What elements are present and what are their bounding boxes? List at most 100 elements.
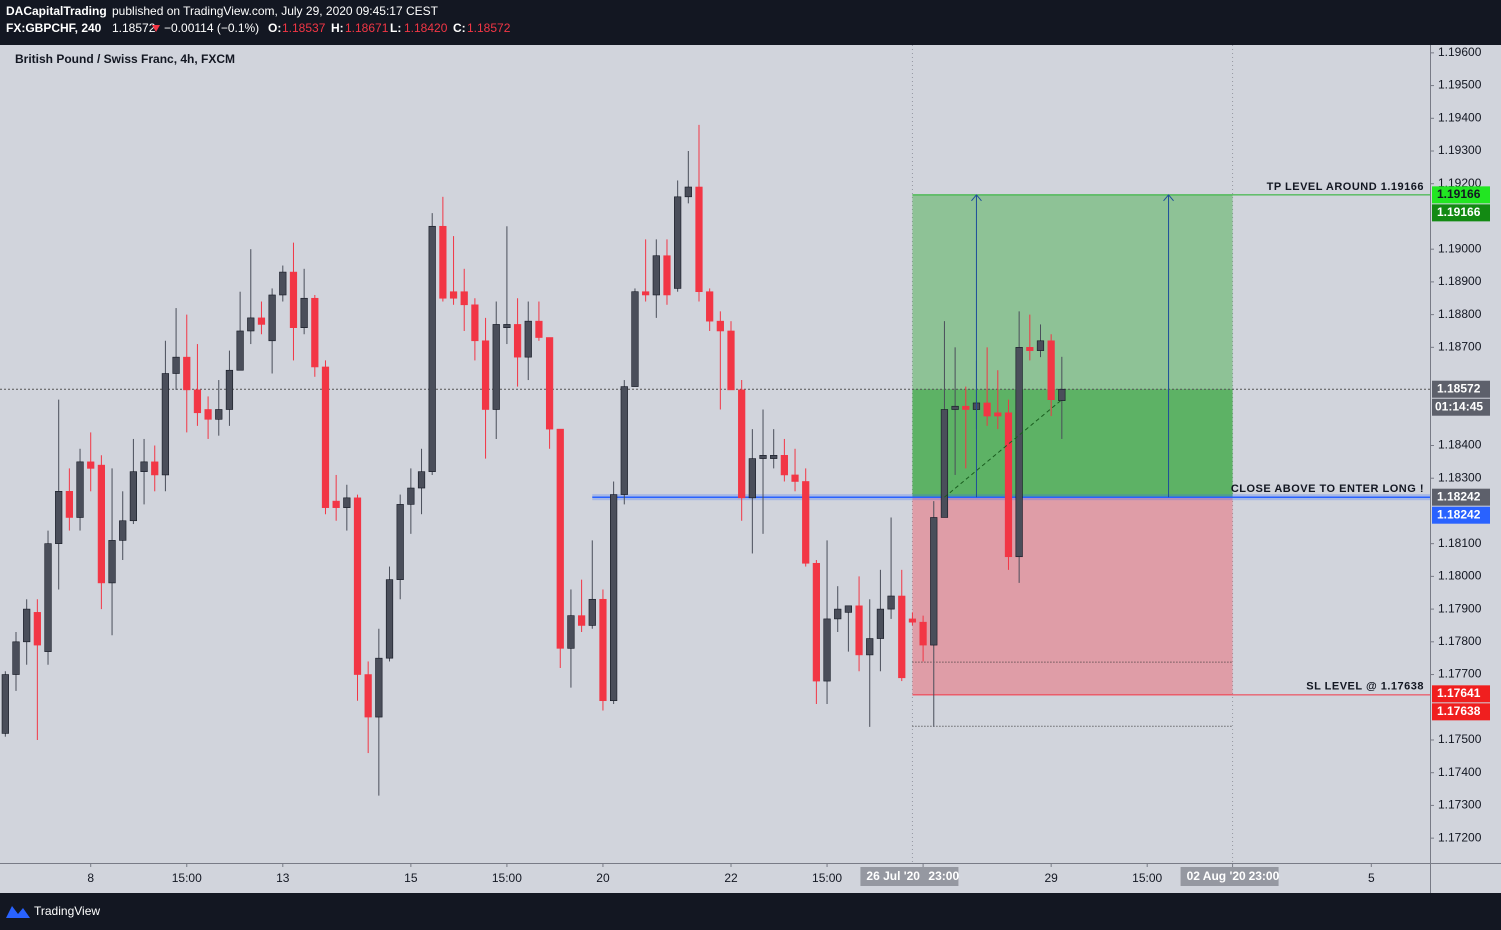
candle-body [503, 324, 511, 329]
x-tick-label: 22 [724, 871, 738, 885]
y-tick-label: 1.18300 [1438, 470, 1482, 484]
candle-body [791, 474, 799, 482]
x-tick-label: 15:00 [492, 871, 522, 885]
x-tick-label: 15:00 [812, 871, 842, 885]
candle-body [577, 615, 586, 626]
ohlc-key: C: [453, 21, 466, 35]
candle-body [951, 405, 959, 410]
price-label-box [1432, 488, 1490, 506]
candle-body [930, 517, 938, 646]
candle-body [215, 409, 223, 420]
ohlc-value: 1.18420 [404, 21, 448, 35]
candle-body [844, 605, 853, 613]
annotation: TP LEVEL AROUND 1.19166 [1267, 181, 1424, 193]
ohlc-key: O: [268, 21, 281, 35]
candle-body [983, 402, 991, 417]
brand: TradingView [34, 904, 100, 918]
y-tick-label: 1.19500 [1438, 78, 1482, 92]
logo-icon [6, 906, 30, 918]
x-tick-label: 13 [276, 871, 290, 885]
candle-body [375, 657, 383, 718]
publisher: DACapitalTrading [6, 4, 107, 18]
candle-body [183, 356, 191, 391]
y-tick-label: 1.17800 [1438, 634, 1482, 648]
candle-body [343, 497, 351, 508]
candle-body [631, 291, 639, 387]
ohlc-value: 1.18572 [467, 21, 511, 35]
y-tick-label: 1.17400 [1438, 765, 1482, 779]
candle-body [151, 461, 159, 476]
candle-body [599, 598, 607, 702]
x-tick-label: 29 [1044, 871, 1058, 885]
candle-body [417, 471, 426, 489]
candle-body [802, 481, 810, 564]
price-label: 1.18242 [1437, 489, 1481, 503]
candle-body [129, 471, 138, 522]
candle-body [279, 271, 287, 296]
candle-body [962, 405, 970, 410]
arrow-head [1163, 194, 1174, 202]
header-bar [0, 0, 1501, 45]
candle-body [876, 608, 885, 639]
ohlc-value: 1.18537 [282, 21, 326, 35]
candle-body [535, 320, 543, 338]
candle-body [716, 320, 724, 332]
price-label: 1.18242 [1437, 507, 1481, 521]
candle-body [940, 409, 949, 518]
candle-body [481, 340, 490, 410]
candle-body [855, 605, 863, 656]
candle-body [812, 562, 820, 682]
price-label-box [1432, 703, 1490, 721]
candle-body [1058, 388, 1066, 401]
time-marker-time: 23:00 [1249, 869, 1280, 883]
candle-body [770, 455, 778, 459]
candle-body [193, 389, 202, 414]
candle-body [908, 618, 917, 623]
arrow-head [971, 194, 982, 202]
candle-body [449, 291, 458, 299]
y-tick-label: 1.17500 [1438, 732, 1482, 746]
footer-bar [0, 893, 1501, 930]
ohlc-key: H: [331, 21, 344, 35]
candle-body [1015, 347, 1023, 558]
candle-body [407, 487, 415, 505]
candle-body [866, 638, 874, 656]
candle-body [353, 497, 362, 675]
candle-body [76, 461, 84, 518]
candle-body [898, 595, 906, 679]
candle-body [1026, 347, 1034, 351]
price-label: 1.18572 [1437, 381, 1481, 395]
countdown: 01:14:45 [1435, 399, 1483, 413]
y-tick-label: 1.18900 [1438, 274, 1482, 288]
candle-body [332, 500, 340, 508]
candle-body [748, 458, 756, 499]
y-tick-label: 1.18800 [1438, 307, 1482, 321]
x-tick-label: 5 [1368, 871, 1375, 885]
candle-body [257, 317, 266, 325]
candle-body [140, 461, 148, 472]
candle-body [1, 674, 9, 734]
candle-body [642, 291, 650, 296]
y-tick-label: 1.17700 [1438, 667, 1482, 681]
published: published on TradingView.com, July 29, 2… [112, 4, 439, 18]
candle-body [684, 186, 692, 198]
candle-body [556, 428, 564, 649]
annotation: CLOSE ABOVE TO ENTER LONG ! [1231, 483, 1424, 495]
y-tick-label: 1.17900 [1438, 601, 1482, 615]
candle-body [311, 297, 319, 368]
candle-body [759, 455, 767, 459]
candle-body [492, 324, 500, 410]
open-profit-zone [912, 389, 1233, 498]
candle-body [119, 520, 127, 541]
candle-body [706, 291, 714, 322]
last-price: 1.18572 [112, 21, 156, 35]
candle-body [780, 455, 788, 476]
candle-body [652, 255, 660, 296]
candle-body [55, 491, 63, 544]
candle-body [919, 621, 927, 646]
x-tick-label: 15 [404, 871, 418, 885]
candle-body [33, 612, 41, 646]
candle-body [620, 386, 628, 495]
y-tick-label: 1.18700 [1438, 340, 1482, 354]
change: −0.00114 (−0.1%) [164, 21, 259, 35]
